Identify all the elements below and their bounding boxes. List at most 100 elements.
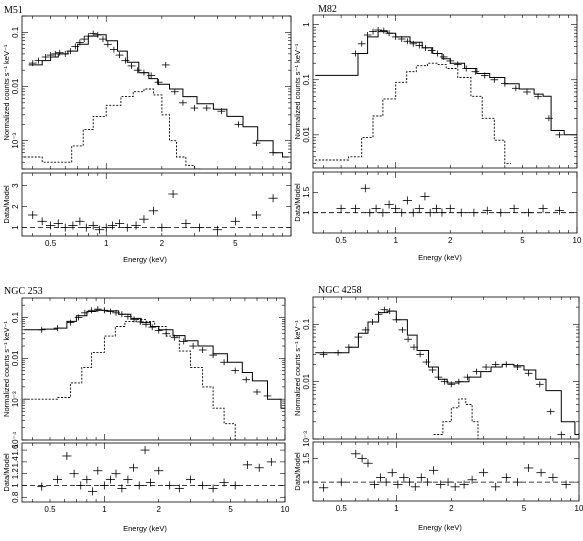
data-point (75, 39, 84, 46)
residual-point (378, 208, 388, 217)
data-point (446, 57, 455, 64)
y-minor-ticks (22, 15, 291, 170)
residual-point (268, 194, 278, 203)
residual-point (478, 468, 489, 477)
x-tick-label: 1 (393, 236, 398, 245)
residual-point (99, 481, 109, 490)
data-point (555, 131, 564, 138)
residual-point (52, 475, 63, 484)
residual-point (375, 473, 386, 482)
model-total-line (315, 310, 579, 435)
data-point (380, 306, 389, 313)
x-tick-label: 1 (102, 505, 107, 514)
residual-point (350, 204, 361, 213)
data-point (142, 321, 150, 328)
y-tick-label: 1 (11, 225, 20, 230)
data-point (100, 307, 109, 314)
y-tick-label: 0.01 (11, 350, 20, 366)
panel-title: M82 (318, 4, 337, 15)
x-axis-label: Energy (keV) (418, 523, 462, 532)
x-minor-ticks (32, 16, 292, 236)
residual-plot-frame (312, 441, 580, 502)
data-point (80, 36, 89, 43)
data-point (66, 48, 75, 55)
residual-point (371, 204, 381, 213)
data-point (447, 381, 456, 388)
residual-point (436, 480, 446, 489)
residual-point (45, 221, 56, 230)
data-point (490, 76, 499, 83)
residual-point (450, 482, 460, 491)
residual-point (360, 184, 370, 193)
residual-point (431, 204, 442, 213)
residual-point (410, 482, 420, 491)
residual-point (536, 468, 546, 477)
data-point (472, 368, 481, 375)
top-plot-area (24, 306, 285, 440)
data-point (133, 67, 142, 74)
x-tick-label: 0.5 (44, 505, 56, 514)
panel-title: NGC 253 (4, 286, 43, 297)
y-minor-ticks (22, 304, 285, 441)
residual-point (381, 478, 391, 487)
residual-point (154, 466, 164, 475)
residual-point (28, 211, 38, 219)
data-point (46, 52, 55, 59)
data-point (502, 361, 511, 368)
y-minor-ticks (313, 24, 577, 164)
data-point (231, 367, 240, 374)
x-tick-label: 2 (448, 236, 453, 245)
data-point (374, 311, 383, 318)
residual-point (363, 459, 373, 468)
residual-point (416, 473, 426, 482)
data-point (66, 319, 75, 326)
data-point (93, 306, 102, 313)
data-point (170, 88, 179, 95)
data-point (178, 99, 187, 106)
data-point (121, 57, 130, 64)
residual-point (208, 484, 218, 493)
residual-point (509, 204, 519, 213)
y-tick-label: 0.8 (11, 491, 20, 503)
data-point (428, 366, 437, 373)
data-point (398, 326, 407, 333)
data-point (344, 344, 353, 351)
data-point (41, 54, 50, 61)
data-point (534, 93, 542, 100)
data-point (480, 72, 489, 79)
residual-point (469, 208, 479, 217)
data-point (422, 359, 431, 366)
data-point (263, 392, 272, 399)
residual-point (122, 223, 132, 232)
residual-point (524, 463, 534, 472)
y-axis-label-top: Normalized counts s⁻¹ keV⁻¹ (2, 321, 11, 417)
y-tick-label: 1.5 (302, 186, 311, 198)
residual-point (496, 208, 506, 217)
y-tick-label: 0.1 (11, 26, 20, 38)
y-tick-label: 1.6 (11, 444, 20, 456)
data-point (115, 52, 124, 59)
residual-point (75, 217, 85, 226)
top-plot-area (315, 27, 577, 165)
data-point (392, 316, 401, 323)
residual-point (428, 466, 439, 475)
x-axis-label: Energy (keV) (418, 253, 462, 262)
residual-point (128, 463, 139, 472)
residual-point (251, 211, 262, 219)
residual-plot-area (22, 446, 285, 496)
data-point (409, 40, 418, 47)
panel-title: M51 (4, 5, 23, 16)
data-point (433, 50, 442, 57)
residual-point (351, 449, 361, 458)
residual-point (105, 475, 115, 484)
x-axis-label: Energy (keV) (123, 255, 167, 264)
residual-point (185, 475, 196, 484)
data-point (253, 388, 261, 395)
x-tick-label: 5 (522, 504, 527, 513)
y-axis-label-bottom: Data/Model (293, 183, 302, 222)
x-tick-label: 2 (449, 504, 454, 513)
residual-point (404, 478, 415, 487)
data-point (523, 88, 531, 95)
residual-point (384, 200, 394, 209)
